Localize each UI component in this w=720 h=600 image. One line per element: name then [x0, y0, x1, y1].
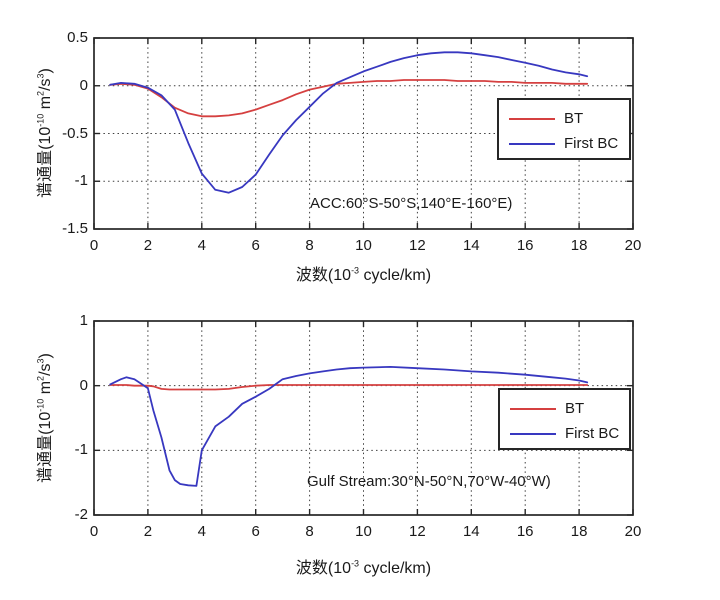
legend-entry-first-bc: First BC: [509, 131, 629, 156]
legend-line-sample-bt: [510, 407, 556, 410]
y-tick-label: -1.5: [62, 220, 88, 237]
y-axis-label-bottom: 谱通量(10-10 m2/s3): [35, 353, 54, 483]
subplot-bottom: [93, 320, 634, 516]
y-tick-label: 1: [79, 312, 88, 329]
x-tick-label: 12: [409, 523, 426, 540]
legend-top: BT First BC: [497, 98, 631, 160]
legend-line-sample-first-bc: [510, 432, 556, 435]
x-tick-label: 14: [462, 523, 480, 540]
y-tick-label: -2: [74, 506, 88, 523]
x-tick-label: 10: [355, 523, 372, 540]
legend-label-first-bc: First BC: [565, 425, 620, 442]
legend-line-sample-first-bc: [509, 142, 555, 145]
x-tick-label: 14: [462, 237, 480, 254]
curve-first-bc: [109, 51, 589, 194]
x-tick-label: 0: [89, 523, 99, 540]
legend-bottom: BT First BC: [498, 388, 631, 450]
y-tick-label: 0.5: [67, 29, 88, 46]
x-tick-label: 8: [305, 523, 314, 540]
x-tick-label: 16: [516, 523, 534, 540]
y-tick-label: 0: [79, 376, 88, 394]
x-tick-label: 18: [570, 237, 588, 254]
annotation-acc: ACC:60°S-50°S,140°E-160°E): [310, 195, 513, 212]
legend-entry-first-bc: First BC: [510, 421, 629, 446]
y-tick-label: -1: [74, 172, 88, 190]
x-tick-label: 20: [624, 523, 642, 540]
x-tick-label: 16: [516, 237, 534, 254]
legend-label-bt: BT: [564, 110, 584, 127]
annotation-gulf-stream: Gulf Stream:30°N-50°N,70°W-40°W): [307, 473, 551, 490]
x-tick-label: 6: [251, 523, 260, 540]
x-axis-label-bottom: 波数(10-3 cycle/km): [295, 558, 432, 577]
subplot-top: [93, 37, 634, 230]
legend-label-first-bc: First BC: [564, 135, 619, 152]
x-axis-label-top: 波数(10-3 cycle/km): [295, 265, 432, 284]
x-tick-label: 2: [143, 237, 153, 254]
y-tick-label: -1: [74, 441, 88, 459]
x-tick-label: 10: [355, 237, 372, 254]
curve-bt: [109, 79, 589, 118]
legend-line-sample-bt: [509, 117, 555, 120]
x-tick-label: 8: [305, 237, 314, 254]
y-axis-label-top: 谱通量(10-10 m2/s3): [35, 68, 54, 198]
curve-bt: [109, 384, 589, 391]
x-tick-label: 12: [409, 237, 426, 254]
x-tick-label: 0: [89, 237, 99, 254]
y-tick-label: 0: [79, 76, 88, 94]
x-tick-label: 4: [197, 237, 206, 254]
x-tick-label: 2: [143, 523, 153, 540]
legend-label-bt: BT: [565, 400, 585, 417]
x-tick-label: 6: [251, 237, 260, 254]
x-tick-label: 18: [570, 523, 588, 540]
y-tick-label: -0.5: [62, 124, 88, 142]
x-tick-label: 4: [197, 523, 206, 540]
x-tick-label: 20: [624, 237, 642, 254]
legend-entry-bt: BT: [510, 396, 629, 421]
legend-entry-bt: BT: [509, 106, 629, 131]
curve-first-bc: [109, 365, 589, 487]
